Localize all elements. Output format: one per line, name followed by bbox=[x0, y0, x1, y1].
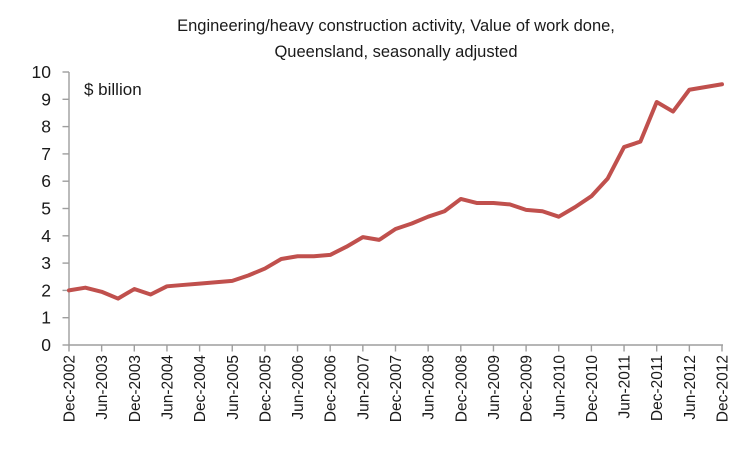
x-tick-label: Jun-2009 bbox=[486, 355, 503, 420]
data-line bbox=[67, 82, 724, 301]
x-tick-label: Dec-2006 bbox=[323, 355, 340, 422]
x-tick-label: Dec-2012 bbox=[715, 355, 732, 422]
x-tick-label: Jun-2011 bbox=[617, 355, 634, 418]
x-tick-label: Jun-2004 bbox=[159, 355, 176, 420]
y-tick-label: 0 bbox=[41, 335, 51, 355]
x-tick-label: Jun-2003 bbox=[94, 355, 111, 420]
chart-title-line1: Engineering/heavy construction activity,… bbox=[177, 17, 615, 35]
y-tick-label: 10 bbox=[32, 62, 52, 82]
x-tick-label: Dec-2005 bbox=[257, 355, 274, 422]
x-tick-label: Dec-2010 bbox=[584, 355, 601, 423]
x-tick-label: Jun-2010 bbox=[551, 355, 568, 420]
x-tick-label: Dec-2003 bbox=[127, 355, 144, 422]
y-tick-label: 2 bbox=[41, 280, 51, 300]
y-tick-label: 9 bbox=[41, 89, 51, 109]
y-tick-label: 1 bbox=[41, 308, 51, 328]
x-tick-label: Dec-2008 bbox=[453, 355, 470, 422]
y-axis-unit-label: $ billion bbox=[84, 80, 142, 99]
x-tick-label: Jun-2005 bbox=[225, 355, 242, 420]
x-tick-label: Dec-2002 bbox=[62, 355, 79, 422]
x-tick-label: Jun-2007 bbox=[355, 355, 372, 420]
x-tick-label: Jun-2006 bbox=[290, 355, 307, 420]
x-tick-label: Dec-2004 bbox=[192, 355, 209, 423]
y-tick-label: 7 bbox=[41, 144, 51, 164]
x-tick-label: Dec-2009 bbox=[519, 355, 536, 422]
chart-title: Engineering/heavy construction activity,… bbox=[40, 13, 752, 65]
x-tick-label: Dec-2011 bbox=[649, 355, 666, 421]
x-tick-label: Dec-2007 bbox=[388, 355, 405, 422]
y-tick-label: 5 bbox=[41, 199, 51, 219]
y-tick-label: 4 bbox=[41, 226, 51, 246]
y-tick-label: 6 bbox=[41, 171, 51, 191]
x-tick-label: Jun-2008 bbox=[421, 355, 438, 420]
y-tick-label: 3 bbox=[41, 253, 51, 273]
y-tick-label: 8 bbox=[41, 117, 51, 137]
x-tick-label: Jun-2012 bbox=[682, 355, 699, 420]
chart-title-line2: Queensland, seasonally adjusted bbox=[274, 43, 518, 61]
